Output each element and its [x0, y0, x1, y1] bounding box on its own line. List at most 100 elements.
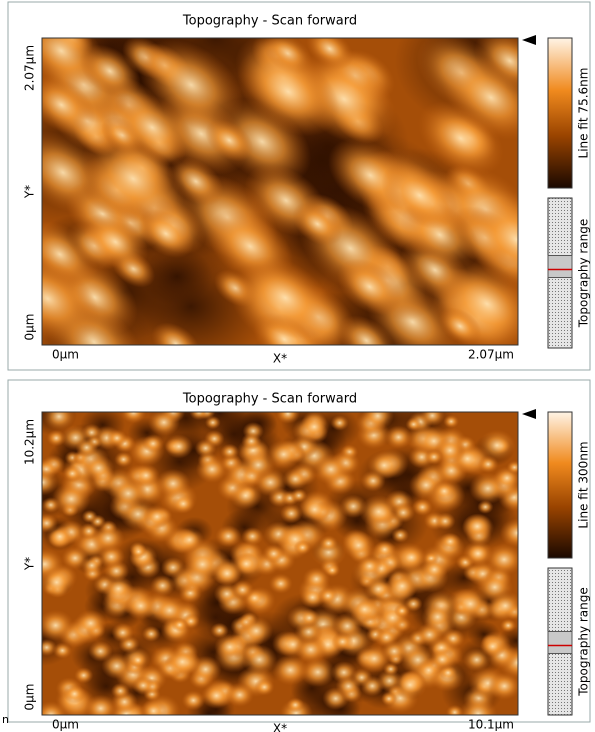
grain	[373, 540, 396, 559]
grain	[150, 574, 176, 597]
grain	[42, 609, 75, 642]
x-axis-label: 10.1µm	[468, 718, 514, 732]
grain	[462, 540, 494, 567]
edge-fragment: n	[2, 713, 9, 726]
grain	[439, 532, 461, 551]
grain	[276, 412, 300, 424]
y-axis-label: 10.2µm	[23, 419, 37, 465]
grain	[356, 555, 383, 578]
grain	[421, 603, 454, 631]
grain	[419, 412, 445, 427]
x-axis-label: X*	[273, 722, 287, 732]
grain	[360, 675, 385, 697]
panel-title: Topography - Scan forward	[182, 392, 357, 407]
grain	[42, 700, 68, 715]
grain	[109, 477, 148, 510]
grain	[359, 495, 399, 529]
y-axis-label: 0µm	[23, 684, 37, 711]
x-axis-label: 0µm	[52, 718, 79, 732]
colorbar-label: Line fit 300nm	[577, 441, 591, 528]
grain	[46, 524, 74, 549]
grain	[239, 616, 274, 646]
grain	[214, 633, 246, 661]
grain	[478, 429, 516, 462]
grain	[381, 640, 408, 663]
grain	[335, 675, 362, 698]
grain	[499, 518, 518, 548]
grain	[210, 622, 229, 639]
grain	[75, 437, 98, 458]
grain	[63, 684, 86, 704]
grain	[129, 652, 147, 668]
grain	[292, 202, 343, 246]
grain	[174, 527, 205, 553]
grain	[120, 412, 147, 424]
grain	[391, 527, 410, 543]
y-axis-label: Y*	[23, 185, 37, 199]
grain	[230, 580, 255, 600]
grain	[302, 567, 331, 591]
grain	[442, 55, 518, 140]
grain	[451, 587, 490, 620]
grain	[51, 482, 91, 516]
range-label: Topography range	[577, 587, 591, 697]
grain	[205, 119, 254, 162]
grain	[392, 670, 428, 700]
image-border	[41, 411, 519, 716]
grain	[393, 604, 410, 618]
grain	[434, 512, 456, 531]
grain	[499, 618, 517, 633]
grain	[384, 425, 413, 449]
grain	[82, 454, 115, 482]
grain	[74, 609, 107, 637]
grain	[337, 258, 403, 315]
colorbar	[547, 37, 573, 189]
grain	[241, 644, 278, 675]
grain	[443, 414, 460, 429]
grain	[233, 552, 260, 576]
grain	[181, 690, 206, 711]
grain	[290, 488, 308, 503]
grain	[42, 254, 100, 344]
grain	[80, 555, 104, 575]
grain	[312, 453, 350, 485]
grain	[171, 493, 196, 514]
grain	[360, 470, 386, 492]
grain	[300, 657, 336, 687]
grain	[155, 468, 191, 499]
grain	[487, 672, 518, 701]
range-label: Topography range	[577, 219, 591, 329]
grain	[194, 438, 217, 458]
grain	[130, 544, 148, 559]
x-axis-label: 2.07µm	[468, 348, 514, 362]
grain	[241, 450, 276, 480]
grain	[111, 622, 135, 643]
colorbar	[547, 411, 573, 559]
grain	[317, 587, 339, 605]
grain	[380, 691, 398, 706]
grain	[506, 460, 518, 475]
grain	[279, 503, 303, 524]
grain	[81, 509, 98, 524]
grain	[485, 543, 518, 576]
grain	[81, 133, 185, 224]
grain	[241, 432, 262, 450]
grain	[131, 675, 155, 696]
grain	[405, 417, 422, 432]
grain	[42, 75, 96, 135]
x-axis-label: X*	[273, 352, 287, 366]
grain	[215, 525, 242, 548]
grain	[110, 682, 130, 699]
grain	[114, 451, 133, 468]
grain	[189, 412, 209, 421]
grain	[298, 608, 320, 628]
grain	[438, 307, 482, 345]
grain	[106, 429, 128, 447]
grain	[143, 504, 171, 529]
grain	[424, 448, 444, 465]
grain	[468, 197, 518, 282]
range-pointer	[522, 35, 536, 45]
grain	[272, 654, 309, 686]
grain	[268, 573, 293, 594]
